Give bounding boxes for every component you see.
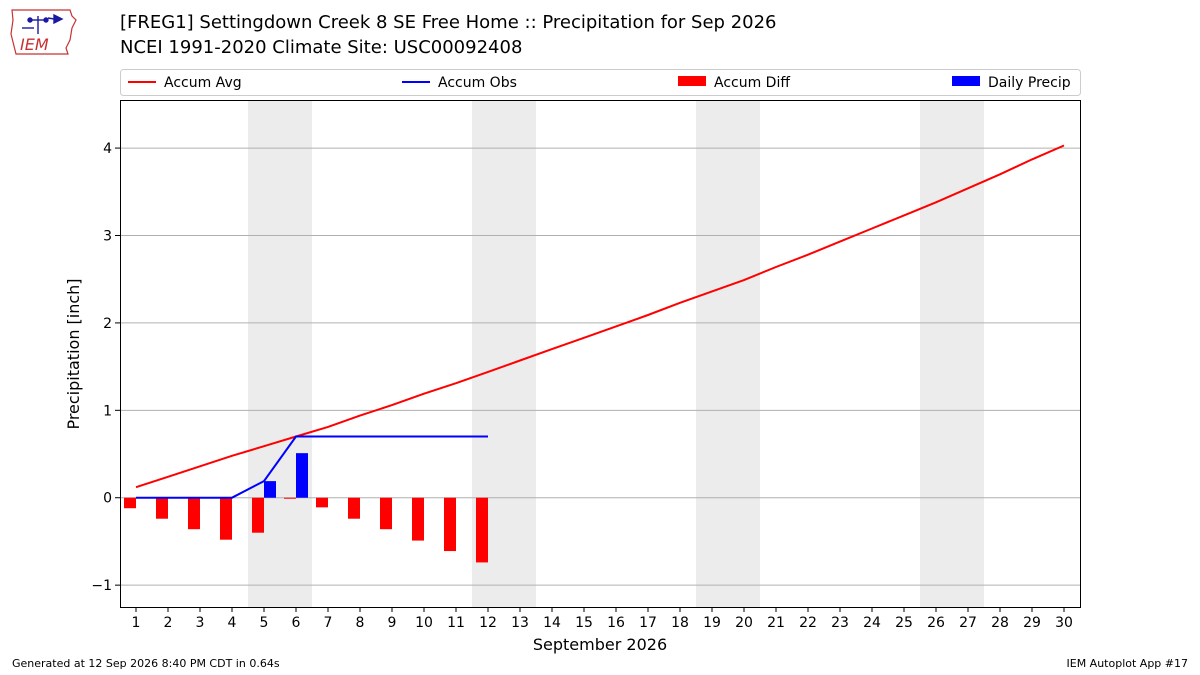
x-tick-label: 15: [575, 615, 593, 631]
weather-station-icon: [22, 13, 64, 34]
x-tick-label: 8: [356, 615, 365, 631]
x-tick-label: 1: [132, 615, 141, 631]
x-tick-label: 3: [196, 615, 205, 631]
x-tick-label: 12: [479, 615, 497, 631]
x-tick-label: 24: [863, 615, 881, 631]
accum-diff-bar: [444, 497, 456, 552]
plot-frame: [120, 100, 1081, 608]
bar-marks: [124, 453, 488, 563]
chart-title: [FREG1] Settingdown Creek 8 SE Free Home…: [120, 12, 777, 33]
x-tick-label: 7: [324, 615, 333, 631]
accum-avg-line: [135, 144, 1065, 489]
x-tick-label: 4: [228, 615, 237, 631]
y-tick-label: 3: [103, 228, 112, 244]
accum-diff-bar: [220, 497, 232, 540]
weekend-shade-band: [920, 100, 952, 607]
line-marks: [135, 144, 1065, 499]
accum-diff-bar: [476, 497, 488, 563]
x-tick-label: 14: [543, 615, 561, 631]
legend-label: Accum Diff: [714, 75, 790, 91]
x-tick-label: 13: [511, 615, 529, 631]
accum-diff-bar: [156, 497, 168, 519]
x-tick-label: 17: [639, 615, 657, 631]
x-tick-label: 30: [1055, 615, 1073, 631]
x-tick-label: 11: [447, 615, 465, 631]
x-axis-ticks: 1 2 3 4 5 6 7 8 9 10 11 12 13 14 15 16 17 18 19 20 21 22 23 24 2…: [132, 607, 1073, 631]
x-tick-label: 9: [388, 615, 397, 631]
x-tick-label: 27: [959, 615, 977, 631]
weekend-shade-band: [952, 100, 984, 607]
x-tick-label: 20: [735, 615, 753, 631]
accum-diff-bar: [412, 497, 424, 541]
daily-precip-bar: [264, 481, 276, 498]
x-tick-label: 19: [703, 615, 721, 631]
y-tick-label: 0: [103, 491, 112, 507]
accum-obs-line: [136, 435, 488, 499]
weekend-shade-band: [280, 100, 312, 607]
logo-text: IEM: [20, 35, 49, 54]
x-tick-label: 23: [831, 615, 849, 631]
legend-label: Accum Obs: [438, 75, 517, 91]
iowa-state-outline: [10, 9, 77, 55]
y-tick-label: 1: [103, 403, 112, 419]
weekend-shade-band: [504, 100, 536, 607]
y-tick-label: 4: [103, 141, 112, 157]
weekend-shade-band: [696, 100, 728, 607]
legend-label: Accum Avg: [164, 75, 242, 91]
x-tick-label: 28: [991, 615, 1009, 631]
legend-swatch-bar: [678, 76, 706, 86]
accum-diff-bar: [284, 497, 296, 499]
accum-diff-bar: [380, 497, 392, 530]
x-tick-label: 10: [415, 615, 433, 631]
y-tick-label: −1: [91, 578, 112, 594]
accum-diff-bar: [316, 497, 328, 508]
weekend-shade-band: [728, 100, 760, 607]
accum-diff-bar: [348, 497, 360, 519]
app-id: IEM Autoplot App #17: [1066, 657, 1189, 670]
legend-label: Daily Precip: [988, 75, 1071, 91]
daily-precip-bar: [296, 453, 308, 498]
weekend-shading: [248, 100, 984, 607]
x-tick-label: 22: [799, 615, 817, 631]
x-tick-label: 26: [927, 615, 945, 631]
x-tick-label: 21: [767, 615, 785, 631]
chart-subtitle: NCEI 1991-2020 Climate Site: USC00092408: [120, 37, 523, 58]
x-tick-label: 5: [260, 615, 269, 631]
x-tick-label: 2: [164, 615, 173, 631]
accum-diff-bar: [188, 497, 200, 530]
legend: Accum Avg Accum Obs Accum Diff Daily Precip: [120, 69, 1081, 96]
legend-swatch-bar: [952, 76, 980, 86]
grid-lines: [120, 147, 1080, 586]
legend-box: [120, 69, 1081, 96]
iem-logo: IEM: [10, 9, 77, 55]
generated-timestamp: Generated at 12 Sep 2026 8:40 PM CDT in …: [12, 657, 280, 670]
x-tick-label: 25: [895, 615, 913, 631]
y-axis-label: Precipitation [inch]: [64, 278, 83, 429]
x-tick-label: 29: [1023, 615, 1041, 631]
accum-diff-bar: [124, 497, 136, 509]
x-tick-label: 6: [292, 615, 301, 631]
x-axis-label: September 2026: [533, 635, 667, 654]
accum-diff-bar: [252, 497, 264, 533]
x-tick-label: 18: [671, 615, 689, 631]
y-tick-label: 2: [103, 316, 112, 332]
x-tick-label: 16: [607, 615, 625, 631]
y-axis-ticks: −1 0 1 2 3 4: [91, 141, 120, 594]
